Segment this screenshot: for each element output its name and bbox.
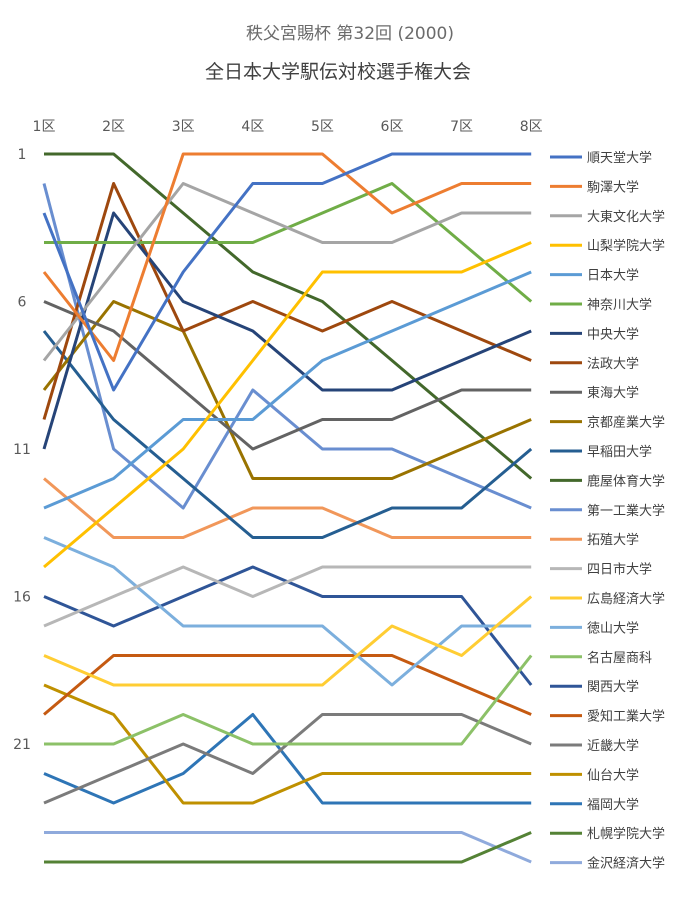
x-tick-label: 6区 [381,119,404,135]
series-line [43,683,532,805]
x-tick-label: 5区 [311,119,334,135]
chart-title: 全日本大学駅伝対校選手権大会 [205,61,471,83]
legend-label: 順天堂大学 [587,150,652,166]
series-line [42,152,532,362]
legend-label: 鹿屋体育大学 [587,473,665,489]
legend-label: 名古屋商科 [587,650,652,666]
series-line [44,182,533,303]
x-tick-label: 1区 [33,119,56,135]
series-line [43,536,532,687]
series-line [44,831,532,864]
legend-label: 札幌学院大学 [587,826,665,842]
legend-label: 神奈川大学 [587,297,652,313]
legend-label: 山梨学院大学 [587,238,665,254]
legend-label: 第一工業大学 [587,503,665,519]
series-line [42,211,532,450]
series-line [43,565,532,628]
series-line [43,241,532,569]
series-line [43,595,533,687]
legend-label: 関西大学 [587,679,639,695]
legend-label: 四日市大学 [587,562,652,578]
y-tick-label: 11 [13,442,31,458]
legend-label: 愛知工業大学 [587,709,665,725]
chart-subtitle: 秩父宮賜杯 第32回 (2000) [246,24,454,44]
series-line [42,152,532,392]
legend-label: 福岡大学 [587,797,639,813]
legend-label: 中央大学 [587,326,639,342]
legend-label: 徳山大学 [587,620,639,636]
y-tick-label: 6 [18,295,27,311]
legend-label: 日本大学 [587,268,639,284]
series-line [43,300,532,451]
series-line [42,330,533,539]
x-tick-label: 2区 [102,119,125,135]
series-line [43,713,532,805]
x-tick-label: 4区 [241,119,264,135]
series-line [44,654,533,746]
series-line [42,300,532,480]
x-tick-label: 7区 [450,119,473,135]
legend-label: 金沢経済大学 [587,856,665,872]
legend-label: 仙台大学 [587,767,639,783]
x-tick-label: 3区 [172,119,195,135]
y-tick-label: 21 [13,737,31,753]
legend-label: 東海大学 [587,385,639,401]
legend-label: 大東文化大学 [587,209,665,225]
legend-label: 拓殖大学 [587,532,639,548]
series-line [42,182,532,362]
y-tick-label: 1 [18,147,27,163]
legend-label: 京都産業大学 [587,415,665,431]
legend-label: 近畿大学 [587,738,639,754]
series-line [44,152,533,480]
series-line [42,183,532,510]
legend-label: 広島経済大学 [587,591,665,607]
legend-label: 法政大学 [587,356,639,372]
x-axis-ticks: 1区 2区 3区 4区 5区 6区 7区 8区 [33,119,543,135]
series-line [43,477,532,539]
legend-label: 駒澤大学 [587,179,639,195]
y-tick-label: 16 [13,590,31,606]
series-lines [42,152,533,864]
series-line [44,831,532,864]
legend: 順天堂大学駒澤大学大東文化大学山梨学院大学日本大学神奈川大学中央大学法政大学東海… [550,150,665,872]
legend-label: 早稲田大学 [587,444,652,460]
series-line [43,654,532,716]
x-tick-label: 8区 [520,119,543,135]
series-line [43,270,532,510]
